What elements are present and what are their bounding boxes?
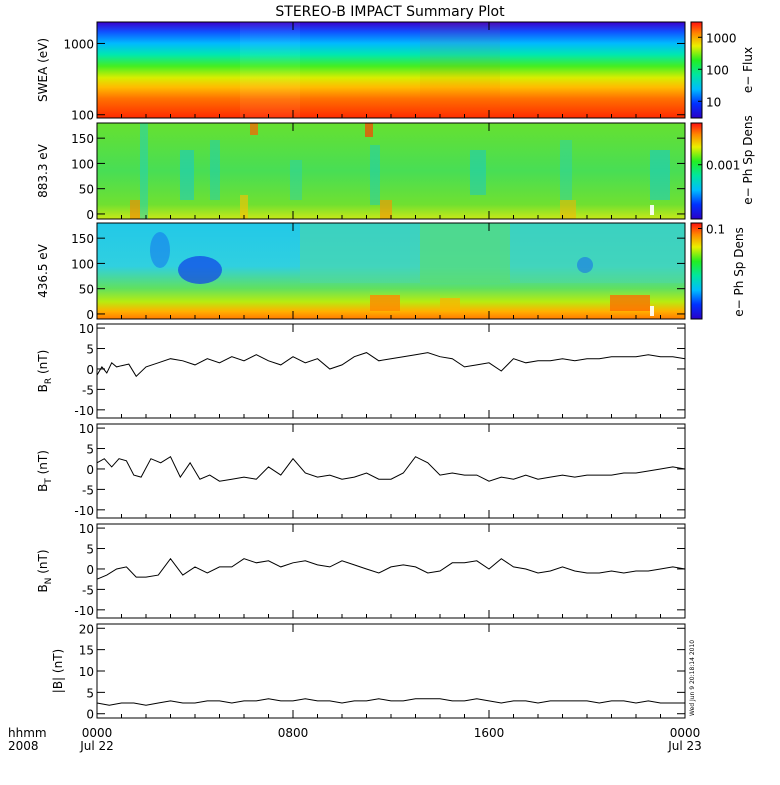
bmag-ytick-label: 20 [79,622,94,636]
pad-883-colorbar-tick-label: 0.001 [706,159,740,173]
ylabel-pad436: 436.5 eV [36,243,50,298]
swea-spectrogram [96,21,686,119]
time-tick-label: 0800 [278,726,309,740]
colorbar-swea [690,21,703,119]
bmag-ytick-label: 15 [79,644,94,658]
swea-ytick-label: 100 [71,109,94,123]
swea-colorbar-tick-label: 1000 [706,31,737,45]
bmag-series-line [96,698,685,706]
ylabel-bn: BN (nT) [36,549,54,592]
ylabel-bn-main: B [36,584,50,592]
chart-title: STEREO-B IMPACT Summary Plot [275,4,505,20]
bt-ytick-label: 10 [79,422,94,436]
bn-ytick-label: -10 [74,604,94,618]
pad-436-colorbar-tick-label: 0.1 [706,223,725,237]
pad-436-ytick-label: 0 [86,308,94,322]
ylabel-bt-main: B [36,484,50,492]
bmag-ytick-label: 0 [86,708,94,722]
br-ytick-label: -5 [82,383,94,397]
plot-timestamp: Wed Jun 9 20:18:14 2010 [689,640,696,716]
bt-ytick-label: -10 [74,504,94,518]
ylabel-bmag: |B| (nT) [51,649,65,693]
bn-ytick-label: 5 [86,543,94,557]
time-tick-label: 0000 [82,726,113,740]
pad883-spectrogram [96,122,686,220]
pad-883-ytick-label: 150 [71,132,94,146]
bt-ytick-label: -5 [82,483,94,497]
swea-colorbar-tick-label: 100 [706,63,729,77]
ylabel-bmag-unit: (nT) [51,649,65,677]
dynamic-marks: 10010001010010000501001500.0010501001500… [63,22,740,753]
swea-texture [240,22,500,118]
colorbar-label-pad883: e− Ph Sp Dens [741,115,755,204]
bn-panel-frame [96,523,686,619]
br-ytick-label: 0 [86,363,94,377]
bmag-ytick-label: 5 [86,686,94,700]
colorbar-label-swea: e− Flux [741,47,755,93]
bt-ytick-label: 5 [86,443,94,457]
ylabel-br-sub: R [44,378,54,384]
br-panel-frame [96,323,686,419]
ylabel-bn-sub: N [44,578,54,585]
br-ytick-label: 10 [79,322,94,336]
time-tick-label: 1600 [474,726,505,740]
ylabel-swea: SWEA (eV) [36,38,50,102]
ylabel-bmag-main: |B| [51,677,65,693]
bt-panel-frame [96,423,686,519]
pad-436-ytick-label: 100 [71,257,94,271]
swea-colorbar-tick-label: 10 [706,95,721,109]
pad-883-ytick-label: 0 [86,208,94,222]
bn-series-line [96,557,686,580]
ylabel-bt: BT (nT) [36,450,54,492]
ylabel-bt-unit: (nT) [36,450,50,478]
time-tick-date: Jul 22 [79,739,114,753]
bt-series-line [96,455,686,482]
pad-883-ytick-label: 100 [71,157,94,171]
ylabel-bt-sub: T [44,478,54,485]
time-tick-label: 0000 [670,726,701,740]
colorbar-label-pad436: e− Ph Sp Dens [732,227,746,316]
ylabel-bn-unit: (nT) [36,549,50,577]
pad883-texture [130,123,670,219]
colorbar-pad883 [690,122,703,220]
pad-883-ytick-label: 50 [79,183,94,197]
bmag-ytick-label: 10 [79,665,94,679]
swea-ytick-label: 1000 [63,37,94,51]
ylabel-br-main: B [36,384,50,392]
bn-ytick-label: 0 [86,563,94,577]
pad-436-ytick-label: 150 [71,232,94,246]
pad436-spectrogram [96,222,686,320]
ylabel-pad883: 883.3 eV [36,143,50,198]
br-series-line [96,352,686,378]
colorbar-pad436 [690,222,703,320]
br-ytick-label: -10 [74,404,94,418]
time-axis-label-year: 2008 [8,739,39,753]
pad436-texture [150,223,685,316]
swea-fill [97,22,685,118]
pad-436-ytick-label: 50 [79,283,94,297]
time-tick-date: Jul 23 [667,739,702,753]
bn-ytick-label: -5 [82,583,94,597]
ylabel-br: BR (nT) [36,350,54,393]
bn-ytick-label: 10 [79,522,94,536]
time-axis-label-hhmm: hhmm [8,726,47,740]
ylabel-br-unit: (nT) [36,350,50,378]
bmag-panel-frame [96,623,686,719]
br-ytick-label: 5 [86,343,94,357]
bt-ytick-label: 0 [86,463,94,477]
